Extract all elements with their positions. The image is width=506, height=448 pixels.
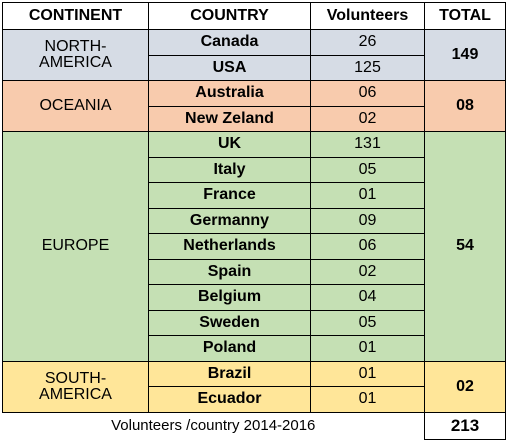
continent-total-cell: 02 [424, 360, 506, 413]
volunteers-cell: 05 [310, 309, 425, 336]
continent-cell: SOUTH- AMERICA [2, 360, 149, 413]
grand-total: 213 [424, 411, 506, 440]
table-row: Italy 05 [3, 156, 506, 183]
footer-row: Volunteers /country 2014-2016 213 [2, 411, 506, 440]
country-cell: Italy [148, 156, 311, 183]
volunteers-cell: 04 [310, 284, 425, 311]
continent-cell: NORTH- AMERICA [2, 29, 149, 81]
country-cell: New Zeland [148, 105, 311, 132]
volunteers-cell: 05 [310, 156, 425, 183]
volunteers-cell: 26 [310, 29, 425, 56]
table-row: SOUTH- AMERICA Brazil 01 02 [2, 360, 506, 413]
volunteers-cell: 06 [310, 80, 425, 107]
continent-label: AMERICA [39, 54, 112, 71]
volunteers-cell: 01 [310, 335, 425, 362]
volunteers-cell: 01 [310, 182, 425, 209]
volunteers-cell: 01 [310, 386, 425, 413]
table-row: NORTH- AMERICA Canada 26 149 [2, 29, 506, 81]
volunteers-cell: 125 [310, 54, 425, 81]
table-row: France 01 [3, 182, 506, 209]
country-cell: France [148, 182, 311, 209]
continent-label: EUROPE [41, 237, 110, 255]
volunteers-cell: 02 [310, 258, 425, 285]
table-row: USA 125 [3, 54, 506, 81]
country-cell: Australia [148, 80, 311, 107]
country-cell: Canada [148, 29, 311, 56]
country-cell: Brazil [148, 360, 311, 387]
volunteers-cell: 02 [310, 105, 425, 132]
continent-total-cell: 08 [424, 80, 506, 132]
table-caption: Volunteers /country 2014-2016 [2, 412, 425, 439]
country-cell: Poland [148, 335, 311, 362]
table-row: Ecuador 01 [3, 386, 506, 413]
table-row: Poland 01 [3, 335, 506, 362]
continent-label: SOUTH- [44, 369, 107, 387]
volunteers-table: CONTINENT COUNTRY Volunteers TOTAL NORTH… [2, 2, 506, 440]
continent-total-cell: 149 [424, 29, 506, 81]
volunteers-cell: 01 [310, 360, 425, 387]
table-row: Netherlands 06 [3, 233, 506, 260]
table-row: Spain 02 [3, 258, 506, 285]
continent-label: AMERICA [39, 385, 112, 403]
table-row: Belgium 04 [3, 284, 506, 311]
table-body: NORTH- AMERICA Canada 26 149 USA 125 OCEANIA Aus… [2, 29, 506, 413]
country-cell: USA [148, 54, 311, 81]
header-total: TOTAL [424, 2, 506, 30]
continent-total-cell: 54 [424, 131, 506, 362]
country-cell: Netherlands [148, 233, 311, 260]
continent-cell: OCEANIA [2, 80, 149, 132]
country-cell: Spain [148, 258, 311, 285]
country-cell: Ecuador [148, 386, 311, 413]
volunteers-cell: 09 [310, 207, 425, 234]
country-cell: UK [148, 131, 311, 158]
header-volunteers: Volunteers [310, 2, 425, 30]
country-cell: Sweden [148, 309, 311, 336]
header-continent: CONTINENT [2, 2, 149, 30]
continent-label: NORTH- [44, 38, 107, 55]
volunteers-cell: 131 [310, 131, 425, 158]
table-row: EUROPE UK 131 54 [2, 131, 506, 362]
volunteers-cell: 06 [310, 233, 425, 260]
table-row: OCEANIA Australia 06 08 [2, 80, 506, 132]
continent-cell: EUROPE [2, 131, 149, 362]
header-country: COUNTRY [148, 2, 311, 30]
header-row: CONTINENT COUNTRY Volunteers TOTAL [2, 2, 506, 30]
country-cell: Belgium [148, 284, 311, 311]
continent-label: OCEANIA [39, 97, 112, 114]
country-cell: Germanny [148, 207, 311, 234]
table-row: Germanny 09 [3, 207, 506, 234]
